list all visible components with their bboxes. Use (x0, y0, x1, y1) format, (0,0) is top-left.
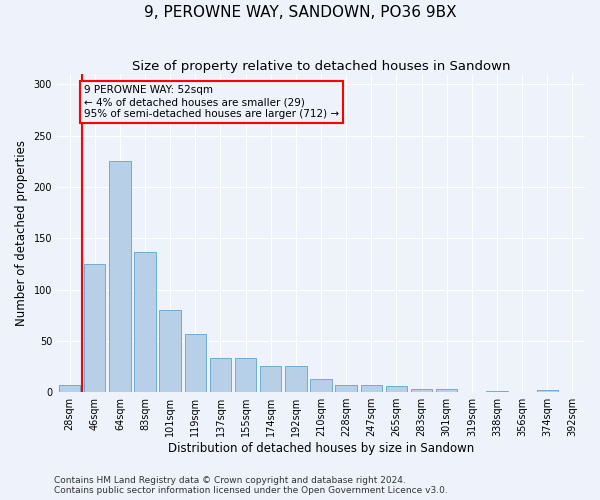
Bar (386, 386, 407, 392)
Bar (235, 358, 256, 392)
Text: 9, PEROWNE WAY, SANDOWN, PO36 9BX: 9, PEROWNE WAY, SANDOWN, PO36 9BX (143, 5, 457, 20)
Bar (160, 310, 181, 392)
X-axis label: Distribution of detached houses by size in Sandown: Distribution of detached houses by size … (168, 442, 474, 455)
Bar (487, 391, 508, 392)
Bar (59, 385, 80, 392)
Y-axis label: Number of detached properties: Number of detached properties (15, 140, 28, 326)
Bar (134, 252, 156, 392)
Bar (185, 334, 206, 392)
Bar (109, 162, 131, 392)
Bar (285, 366, 307, 392)
Bar (411, 389, 432, 392)
Title: Size of property relative to detached houses in Sandown: Size of property relative to detached ho… (132, 60, 510, 73)
Bar (436, 389, 457, 392)
Bar (84, 264, 106, 392)
Bar (210, 358, 231, 392)
Bar (536, 390, 558, 392)
Bar (361, 385, 382, 392)
Bar (310, 379, 332, 392)
Text: Contains HM Land Registry data © Crown copyright and database right 2024.
Contai: Contains HM Land Registry data © Crown c… (54, 476, 448, 495)
Text: 9 PEROWNE WAY: 52sqm
← 4% of detached houses are smaller (29)
95% of semi-detach: 9 PEROWNE WAY: 52sqm ← 4% of detached ho… (83, 86, 339, 118)
Bar (335, 385, 357, 392)
Bar (260, 366, 281, 392)
